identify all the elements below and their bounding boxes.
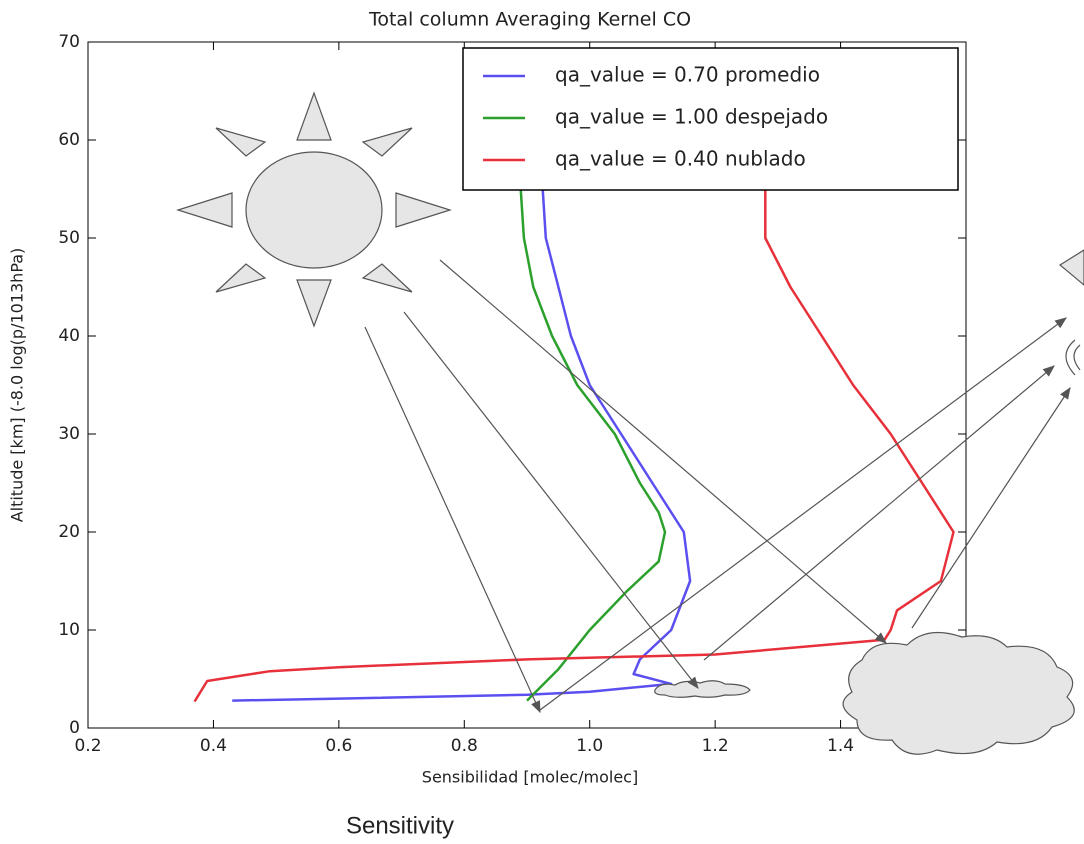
series-line [193,189,955,703]
x-tick-label: 0.6 [325,736,352,756]
y-tick-label: 20 [58,522,80,542]
sun [245,151,383,269]
arrow [403,311,699,689]
sun-ray [215,127,267,157]
plot-frame [87,41,967,729]
x-tick-label: 1.0 [576,736,603,756]
arrow [439,259,887,644]
legend-box [462,47,959,191]
arrow [703,365,1055,661]
illustration [176,91,1084,755]
sun-ray [296,91,332,141]
arrow [364,326,541,714]
legend-label: qa_value = 0.40 nublado [555,147,806,171]
y-tick-label: 0 [69,718,80,738]
series-line [519,188,667,702]
legend-label: qa_value = 1.00 despejado [555,105,828,129]
series-line [232,188,692,702]
satellite-antenna [1065,339,1081,376]
y-tick-label: 70 [58,32,80,52]
plot: 0.20.40.60.81.01.21.41.6010203040506070q… [58,32,979,756]
legend-label: qa_value = 0.70 promedio [555,63,820,87]
arrows [364,259,1071,714]
x-tick-label: 0.2 [74,736,101,756]
sun-ray [395,192,452,228]
small-cloud [654,680,751,698]
caption: Sensitivity [346,812,454,839]
x-tick-label: 0.8 [451,736,478,756]
sun-ray [361,127,413,157]
sun-ray [176,192,233,228]
y-tick-label: 60 [58,130,80,150]
y-tick-label: 40 [58,326,80,346]
satellite-panel [1058,249,1084,286]
y-tick-label: 30 [58,424,80,444]
y-tick-label: 10 [58,620,80,640]
sun-ray [296,279,332,328]
x-tick-label: 0.4 [200,736,227,756]
y-tick-label: 50 [58,228,80,248]
chart-title: Total column Averaging Kernel CO [368,9,691,31]
sun-ray [215,263,267,293]
y-axis-label: Altitude [km] (-8.0 log(p/1013hPa) [8,248,27,523]
x-tick-label: 1.2 [702,736,729,756]
sun-ray [361,263,413,293]
x-axis-label: Sensibilidad [molec/molec] [422,768,638,787]
arrow [911,386,1071,629]
arrow [539,317,1067,711]
x-tick-label: 1.4 [827,736,854,756]
large-cloud [842,631,1075,755]
